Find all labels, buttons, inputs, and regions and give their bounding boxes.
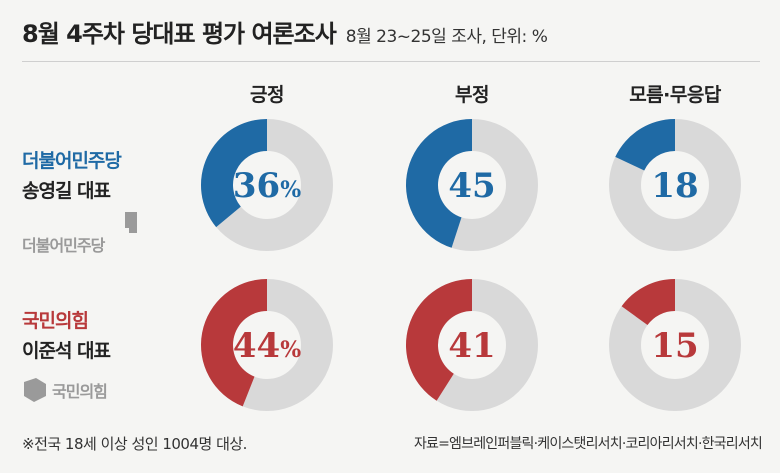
row-party-name-democratic: 더불어민주당 bbox=[22, 150, 122, 172]
democratic-logo-text: 더불어민주당 bbox=[22, 236, 105, 255]
democratic-party-logo bbox=[22, 210, 138, 250]
donut-slice-ppp-positive bbox=[201, 279, 267, 407]
donut-value-label-ppp-no-answer: 15 bbox=[651, 326, 698, 366]
title-row: 8월 4주차 당대표 평가 여론조사 8월 23~25일 조사, 단위: % bbox=[22, 14, 762, 49]
donut-slice-ppp-negative bbox=[406, 279, 472, 401]
title-divider bbox=[22, 61, 760, 62]
row-leader-ppp: 이준석 대표 bbox=[22, 340, 111, 362]
donut-value-label-democratic-no-answer: 18 bbox=[651, 166, 698, 206]
row-party-name-ppp: 국민의힘 bbox=[22, 310, 89, 332]
column-header-no-answer: 모름·무응답 bbox=[629, 84, 721, 106]
column-header-positive: 긍정 bbox=[250, 84, 284, 106]
chart-subtitle: 8월 23~25일 조사, 단위: % bbox=[345, 27, 548, 47]
ppp-logo-text: 국민의힘 bbox=[52, 382, 108, 401]
donut-slice-democratic-positive bbox=[201, 119, 267, 228]
donut-slice-democratic-negative bbox=[405, 119, 472, 248]
chart-title: 8월 4주차 당대표 평가 여론조사 bbox=[22, 20, 337, 48]
row-leader-democratic: 송영길 대표 bbox=[22, 180, 111, 202]
footer-note: ※전국 18세 이상 성인 1004명 대상. bbox=[22, 435, 247, 453]
donut-value-label-democratic-positive: 36% bbox=[233, 166, 301, 206]
footer-source: 자료=엠브레인퍼블릭·케이스탯리서치·코리아리서치·한국리서치 bbox=[413, 436, 763, 452]
donut-value-label-democratic-negative: 45 bbox=[448, 166, 495, 206]
donut-value-label-ppp-positive: 44% bbox=[233, 326, 301, 366]
donut-slice-democratic-no-answer bbox=[615, 119, 675, 171]
donut-value-label-ppp-negative: 41 bbox=[448, 326, 495, 366]
column-header-negative: 부정 bbox=[455, 84, 489, 106]
donut-slice-ppp-no-answer bbox=[621, 279, 675, 326]
democratic-logo-mark-icon bbox=[125, 212, 137, 233]
ppp-logo: 국민의힘 bbox=[22, 376, 108, 404]
ppp-logo-mark-icon bbox=[24, 378, 46, 402]
